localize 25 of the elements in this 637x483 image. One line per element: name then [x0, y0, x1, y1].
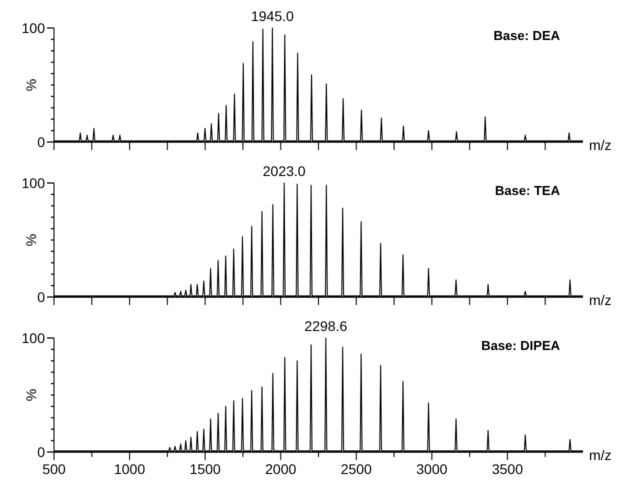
- x-axis-title: m/z: [589, 447, 612, 463]
- x-tick-label: 3000: [416, 461, 448, 477]
- annotation: 2023.0: [262, 163, 306, 179]
- annotation: Base: DIPEA: [481, 338, 561, 353]
- x-tick-label: 1500: [190, 461, 221, 477]
- y-tick-label: 0: [37, 444, 46, 460]
- x-tick-label: 500: [42, 461, 66, 477]
- x-tick-label: 3500: [492, 461, 524, 477]
- x-tick-label: 2000: [265, 461, 296, 477]
- y-axis-title: %: [23, 78, 39, 92]
- x-axis-title: m/z: [589, 292, 612, 308]
- y-tick-label: 100: [22, 175, 46, 191]
- annotation: 1945.0: [250, 8, 294, 24]
- y-axis-title: %: [23, 234, 39, 246]
- x-tick-label: 2500: [340, 461, 372, 477]
- y-tick-label: 100: [22, 20, 46, 36]
- annotation: 2298.6: [304, 318, 348, 334]
- y-tick-label: 100: [22, 330, 46, 346]
- annotation: Base: TEA: [494, 183, 561, 198]
- y-tick-label: 0: [37, 134, 46, 150]
- x-tick-label: 1000: [114, 461, 146, 477]
- y-tick-label: 0: [37, 289, 46, 305]
- y-axis-title: %: [23, 388, 39, 402]
- x-axis-title: m/z: [589, 137, 612, 153]
- annotation: Base: DEA: [494, 28, 561, 43]
